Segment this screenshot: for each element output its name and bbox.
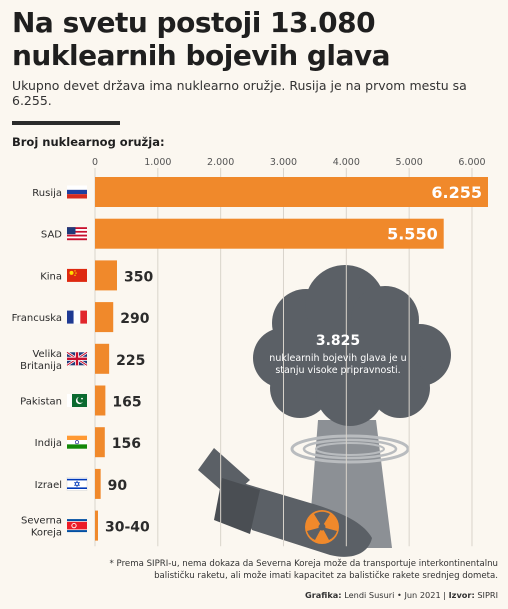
callout: 3.825 nuklearnih bojevih glava je u stan…	[268, 332, 408, 377]
bars: Rusija 6.255 SAD 5.550 Kina 350 Francuska 290 Ve…	[12, 177, 488, 541]
category-label: Britanija	[20, 361, 62, 372]
bar	[95, 510, 98, 541]
bar-row: Indija 156	[35, 427, 141, 458]
value-label: 30-40	[105, 520, 150, 536]
page-title: Na svetu postoji 13.080 nuklearnih bojev…	[12, 6, 502, 72]
bar	[95, 218, 444, 249]
value-label: 350	[124, 269, 153, 285]
tick-label: 3.000	[270, 157, 297, 168]
tick-label: 4.000	[333, 157, 360, 168]
credits: Grafika: Lendi Susuri • Jun 2021 | Izvor…	[304, 590, 498, 600]
tick-label: 5.000	[396, 157, 423, 168]
bar	[95, 427, 105, 458]
tick-label: 6.000	[458, 157, 485, 168]
callout-number: 3.825	[315, 333, 361, 349]
category-label: Koreja	[31, 528, 62, 539]
category-label: Velika	[32, 349, 62, 360]
value-label: 156	[112, 436, 141, 452]
credits-grafika-value: Lendi Susuri • Jun 2021	[344, 590, 441, 600]
value-label: 6.255	[431, 183, 482, 202]
title-line-2: nuklearnih bojevih glava	[12, 39, 391, 72]
pakistan-flag	[67, 394, 87, 407]
value-label: 225	[116, 353, 145, 369]
category-label: SAD	[41, 230, 62, 241]
category-label: Rusija	[32, 188, 62, 199]
bar-chart: 0 1.000 2.000 3.000 4.000 5.000 6.000 Rusija 6.…	[12, 157, 488, 557]
bar	[95, 302, 114, 333]
bar-row: Kina 350	[40, 260, 153, 291]
value-label: 5.550	[387, 225, 438, 244]
bar	[95, 385, 106, 416]
credits-izvor-label: Izvor:	[448, 590, 475, 600]
category-label: Indija	[35, 438, 62, 449]
bar	[95, 343, 110, 374]
value-label: 165	[112, 395, 141, 411]
category-label: Izrael	[35, 480, 62, 491]
bar	[95, 468, 101, 499]
title-line-1: Na svetu postoji 13.080	[12, 6, 376, 39]
uk-flag	[66, 351, 88, 367]
category-label: Francuska	[12, 313, 62, 324]
category-label: Severna	[21, 516, 62, 527]
bar	[95, 177, 488, 207]
credits-grafika-label: Grafika:	[304, 590, 342, 600]
category-label: Kina	[40, 271, 62, 282]
footnote: * Prema SIPRI-u, nema dokaza da Severna …	[109, 559, 498, 581]
axis-title: Broj nuklearnog oružja:	[12, 135, 165, 149]
france-flag	[67, 310, 87, 324]
bar-row: Francuska 290	[12, 302, 150, 333]
north-korea-flag	[67, 519, 87, 533]
title-rule	[12, 121, 120, 125]
israel-flag	[66, 477, 88, 491]
india-flag	[67, 435, 87, 449]
value-label: 90	[108, 478, 128, 494]
callout-text: nuklearnih bojevih glava je u stanju vis…	[269, 353, 407, 376]
credits-izvor-value: SIPRI	[477, 590, 498, 600]
category-label: Pakistan	[20, 397, 62, 408]
tick-label: 1.000	[144, 157, 171, 168]
china-flag	[67, 268, 87, 282]
bar-row: Pakistan 165	[20, 385, 142, 416]
value-label: 290	[120, 311, 149, 327]
bar-row: SAD 5.550	[41, 218, 444, 249]
bar-row: Izrael 90	[35, 468, 128, 499]
usa-flag	[67, 227, 87, 241]
russia-flag	[67, 185, 87, 199]
subtitle: Ukupno devet država ima nuklearno oružje…	[12, 78, 467, 108]
x-axis-ticks: 0 1.000 2.000 3.000 4.000 5.000 6.000	[92, 157, 486, 168]
bar-row: Rusija 6.255	[32, 177, 488, 207]
bar	[95, 260, 117, 291]
missile-illustration	[198, 448, 372, 557]
tick-label: 0	[92, 157, 98, 168]
tick-label: 2.000	[207, 157, 234, 168]
